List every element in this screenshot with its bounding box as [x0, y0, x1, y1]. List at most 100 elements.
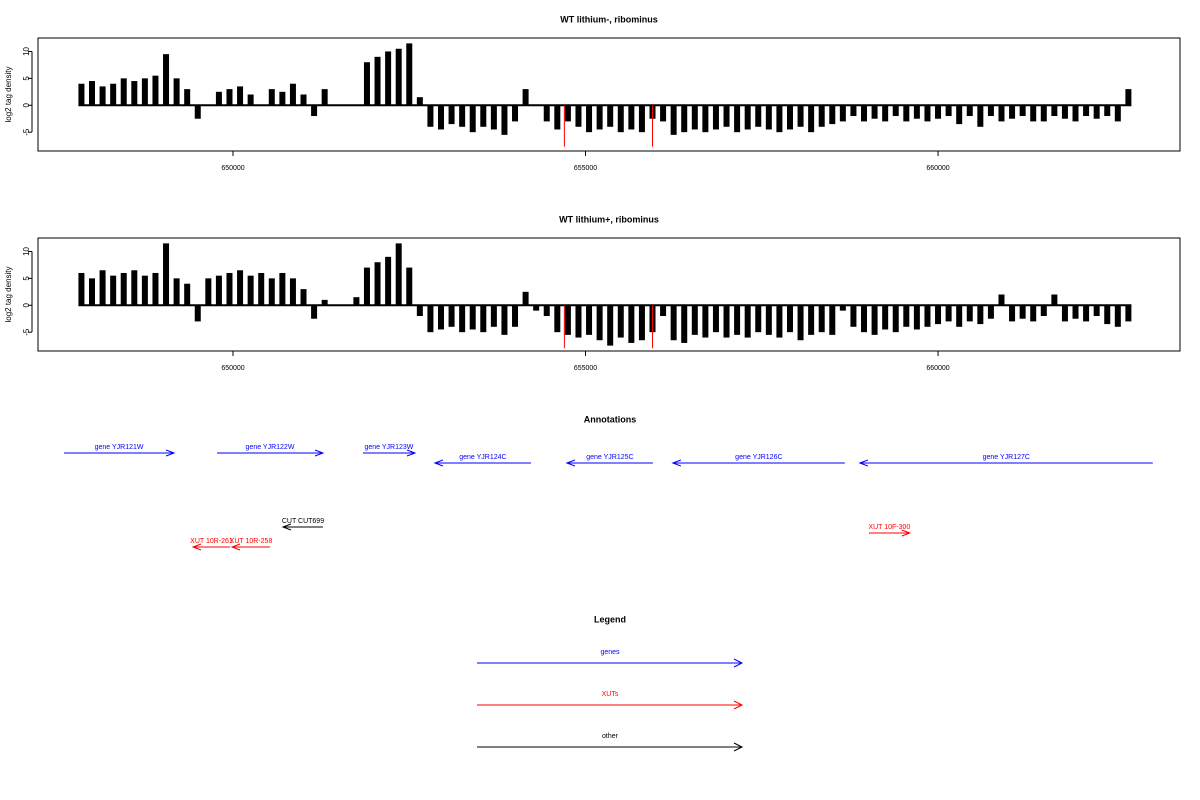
density-bar: [395, 48, 402, 106]
density-bar: [829, 105, 836, 125]
legend-label: genes: [600, 649, 620, 656]
density-bar: [861, 305, 868, 333]
density-bar: [1061, 305, 1068, 322]
density-bar: [110, 275, 117, 306]
feature-label: XUT 10R-261: [190, 538, 233, 545]
density-bar: [490, 105, 497, 130]
density-bar: [966, 305, 973, 322]
plot-frame: [37, 237, 1181, 352]
density-bar: [173, 278, 180, 306]
density-bar: [279, 272, 286, 306]
density-bar: [1072, 305, 1079, 319]
density-bar: [755, 105, 762, 127]
feature-arrow-head: [858, 459, 869, 467]
density-bar: [702, 305, 709, 338]
density-bar: [131, 81, 138, 106]
density-bar: [226, 89, 233, 106]
density-bar: [247, 94, 254, 106]
density-bar: [924, 305, 931, 327]
density-bar: [363, 62, 370, 106]
density-bar: [427, 105, 434, 127]
density-bar: [723, 105, 730, 127]
density-bar: [289, 278, 296, 306]
density-bar: [363, 267, 370, 306]
density-bar: [871, 105, 878, 119]
density-bar: [258, 272, 265, 306]
density-bar: [1093, 305, 1100, 317]
density-bar: [533, 305, 540, 311]
density-bar: [670, 105, 677, 135]
density-bar: [490, 305, 497, 327]
density-bar: [617, 105, 624, 133]
feature-arrow-head: [230, 543, 241, 551]
density-bar: [638, 305, 645, 341]
density-bar: [215, 91, 222, 106]
feature-label: gene YJR121W: [95, 444, 144, 451]
density-bar: [395, 243, 402, 306]
density-bar: [628, 305, 635, 343]
density-bar: [321, 89, 328, 106]
density-bar: [935, 305, 942, 325]
density-bar: [131, 270, 138, 306]
density-bar: [1072, 105, 1079, 122]
density-bar: [586, 305, 593, 335]
density-bar: [765, 105, 772, 130]
density-bar: [501, 305, 508, 335]
density-bar: [808, 105, 815, 133]
feature-arrow-head: [671, 459, 682, 467]
density-bar: [194, 105, 201, 119]
density-bar: [406, 267, 413, 306]
density-bar: [1040, 305, 1047, 317]
feature-label: gene YJR125C: [586, 454, 633, 461]
density-bar: [237, 270, 244, 306]
density-bar: [469, 105, 476, 133]
annotations-title: Annotations: [584, 414, 637, 424]
density-bar: [607, 105, 614, 127]
plot-frame: [37, 37, 1181, 152]
density-bar: [427, 305, 434, 333]
density-bar: [120, 272, 127, 306]
density-bar: [1061, 105, 1068, 119]
y-tick-label: 5: [22, 276, 31, 281]
legend-title: Legend: [594, 614, 626, 624]
density-bar: [712, 105, 719, 130]
x-tick-label: 655000: [574, 165, 597, 172]
density-bar: [913, 305, 920, 330]
density-bar: [691, 305, 698, 335]
density-bar: [1051, 294, 1058, 306]
y-axis-label: log2 tag density: [4, 66, 13, 122]
density-bar: [913, 105, 920, 119]
feature-arrow-head: [901, 529, 912, 537]
density-bar: [776, 105, 783, 133]
density-bar: [935, 105, 942, 119]
density-bar: [564, 105, 571, 122]
density-bar: [448, 105, 455, 125]
density-bar: [374, 56, 381, 106]
density-bar: [808, 305, 815, 335]
density-bar: [691, 105, 698, 130]
density-bar: [543, 305, 550, 317]
density-bar: [141, 275, 148, 306]
density-bar: [522, 89, 529, 106]
y-tick-label: 10: [22, 246, 31, 255]
y-tick-label: -5: [22, 328, 31, 336]
density-bar: [194, 305, 201, 322]
density-bar: [829, 305, 836, 335]
density-bar: [385, 51, 392, 106]
density-bar: [945, 305, 952, 322]
density-bar: [945, 105, 952, 117]
density-bar: [660, 105, 667, 122]
density-bar: [786, 105, 793, 130]
density-bar: [437, 305, 444, 330]
density-bar: [744, 105, 751, 130]
y-tick-label: 0: [22, 302, 31, 307]
feature-label: XUT 10F-300: [868, 524, 910, 531]
density-bar: [321, 299, 328, 306]
density-bar: [1019, 105, 1026, 117]
feature-label: gene YJR126C: [735, 454, 782, 461]
density-bar: [723, 305, 730, 338]
density-bar: [882, 105, 889, 122]
density-bar: [765, 305, 772, 335]
density-bar: [617, 305, 624, 338]
